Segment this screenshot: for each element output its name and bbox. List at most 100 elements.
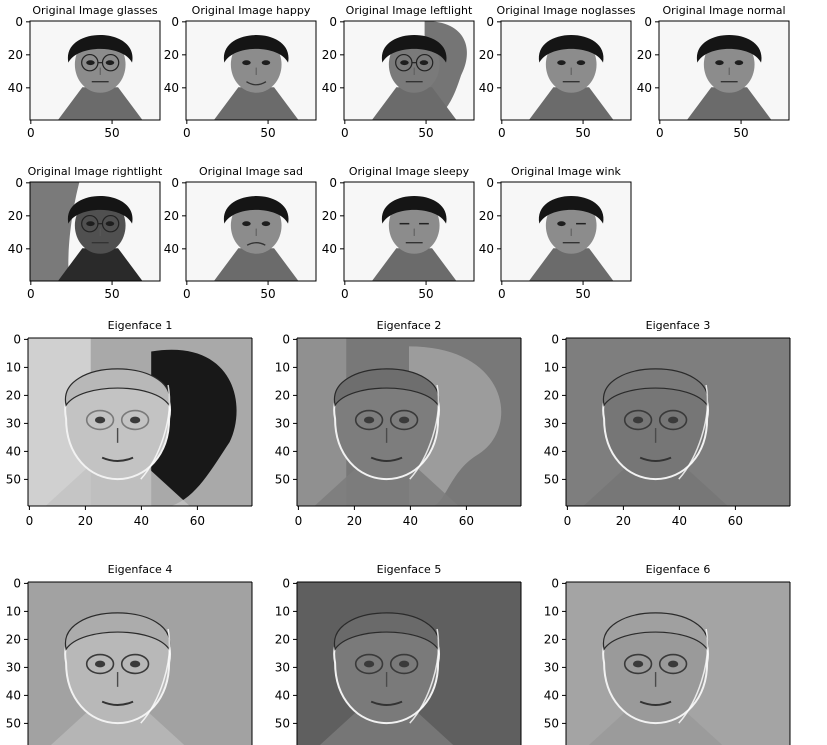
- original-xtick-label: 0: [27, 126, 35, 140]
- original-ytick-label: 40: [8, 242, 23, 256]
- original-ytick-label: 20: [479, 48, 494, 62]
- original-ytick-label: 20: [479, 209, 494, 223]
- eigenface-ytick-label: 50: [544, 716, 559, 730]
- original-xtick-label: 0: [498, 126, 506, 140]
- original-ytick-label: 0: [171, 15, 179, 29]
- original-ytick-label: 0: [329, 15, 337, 29]
- original-ytick-label: 0: [644, 15, 652, 29]
- panel-title: Original Image sleepy: [349, 165, 470, 178]
- original-image-panel: Original Image rightlight 0 20 40 0 50: [8, 165, 163, 301]
- eigenface-ytick-label: 0: [282, 576, 290, 590]
- original-xtick-label: 50: [104, 287, 119, 301]
- eigenface-ytick-label: 20: [544, 388, 559, 402]
- original-ytick-label: 0: [486, 176, 494, 190]
- eigenface-ytick-label: 50: [6, 716, 21, 730]
- eigenface-image: [566, 338, 790, 506]
- eigenface-image: [28, 582, 252, 745]
- original-ytick-label: 40: [164, 81, 179, 95]
- face-image: [186, 182, 316, 281]
- panel-title: Eigenface 4: [108, 563, 173, 576]
- eigenface-ytick-label: 40: [544, 688, 559, 702]
- original-ytick-label: 40: [8, 81, 23, 95]
- original-ytick-label: 40: [322, 81, 337, 95]
- eigenface-image: [28, 338, 252, 506]
- eigenface-ytick-label: 0: [551, 576, 559, 590]
- original-image-panel: Original Image glasses 0 20 40 0 50: [8, 4, 161, 140]
- eigenface-panel-1: Eigenface 1 0 10 20 30 40 50 0 20 40 60: [6, 319, 253, 528]
- eigenface-xtick-label: 0: [295, 514, 303, 528]
- original-xtick-label: 0: [27, 287, 35, 301]
- eigenface-ytick-label: 40: [544, 444, 559, 458]
- eigenface-ytick-label: 10: [544, 604, 559, 618]
- eigenface-ytick-label: 20: [6, 388, 21, 402]
- eigenface-xtick-label: 40: [672, 514, 687, 528]
- original-xtick-label: 0: [656, 126, 664, 140]
- eigenface-ytick-label: 30: [6, 416, 21, 430]
- original-ytick-label: 20: [164, 209, 179, 223]
- eigenface-xtick-label: 20: [616, 514, 631, 528]
- original-ytick-label: 40: [637, 81, 652, 95]
- eigenface-ytick-label: 30: [275, 416, 290, 430]
- face-image: [344, 21, 474, 120]
- face-image: [659, 21, 789, 120]
- original-xtick-label: 50: [575, 287, 590, 301]
- original-ytick-label: 40: [479, 81, 494, 95]
- original-image-panel: Original Image normal 0 20 40 0 50: [637, 4, 790, 140]
- original-ytick-label: 0: [15, 15, 23, 29]
- eigenface-ytick-label: 30: [275, 660, 290, 674]
- original-xtick-label: 50: [575, 126, 590, 140]
- panel-title: Original Image noglasses: [497, 4, 636, 17]
- eigenface-ytick-label: 40: [275, 444, 290, 458]
- original-xtick-label: 50: [733, 126, 748, 140]
- panel-title: Original Image wink: [511, 165, 622, 178]
- eigenface-xtick-label: 20: [347, 514, 362, 528]
- original-xtick-label: 0: [498, 287, 506, 301]
- eigenface-panel-3: Eigenface 3 0 10 20 30 40 50 0 20 40 60: [544, 319, 791, 528]
- eigenface-ytick-label: 0: [13, 576, 21, 590]
- original-xtick-label: 50: [260, 126, 275, 140]
- eigenface-ytick-label: 30: [544, 660, 559, 674]
- original-image-panel: Original Image sad 0 20 40 0 50: [164, 165, 317, 301]
- original-ytick-label: 20: [8, 48, 23, 62]
- panel-title: Original Image rightlight: [28, 165, 163, 178]
- original-ytick-label: 0: [171, 176, 179, 190]
- original-ytick-label: 40: [479, 242, 494, 256]
- eigenface-panel-6: Eigenface 6 0 10 20 30 40 50: [544, 563, 791, 745]
- panel-title: Original Image happy: [192, 4, 311, 17]
- eigenface-panel-4: Eigenface 4 0 10 20 30 40 50: [6, 563, 253, 745]
- original-image-panel: Original Image happy 0 20 40 0 50: [164, 4, 317, 140]
- face-image: [186, 21, 316, 120]
- eigenface-ytick-label: 50: [275, 472, 290, 486]
- eigenface-ytick-label: 30: [6, 660, 21, 674]
- eigenface-ytick-label: 40: [6, 444, 21, 458]
- eigenface-xtick-label: 40: [134, 514, 149, 528]
- original-xtick-label: 0: [341, 287, 349, 301]
- original-ytick-label: 20: [8, 209, 23, 223]
- original-ytick-label: 20: [164, 48, 179, 62]
- eigenface-xtick-label: 20: [78, 514, 93, 528]
- original-image-panel: Original Image leftlight 0 20 40 0 50: [322, 4, 475, 140]
- eigenface-ytick-label: 10: [6, 604, 21, 618]
- original-image-panel: Original Image wink 0 20 40 0 50: [479, 165, 632, 301]
- original-xtick-label: 50: [104, 126, 119, 140]
- eigenface-xtick-label: 60: [728, 514, 743, 528]
- panel-title: Eigenface 2: [377, 319, 442, 332]
- eigenface-ytick-label: 20: [275, 388, 290, 402]
- original-xtick-label: 0: [341, 126, 349, 140]
- eigenface-xtick-label: 0: [26, 514, 34, 528]
- original-xtick-label: 50: [418, 287, 433, 301]
- eigenface-ytick-label: 50: [275, 716, 290, 730]
- original-ytick-label: 0: [15, 176, 23, 190]
- eigenface-ytick-label: 0: [282, 332, 290, 346]
- eigenface-panel-2: Eigenface 2 0 10 20 30 40 50 0 20 40 60: [275, 319, 522, 528]
- eigenface-ytick-label: 40: [275, 688, 290, 702]
- original-ytick-label: 40: [164, 242, 179, 256]
- panel-title: Original Image sad: [199, 165, 303, 178]
- original-ytick-label: 20: [322, 48, 337, 62]
- original-ytick-label: 20: [322, 209, 337, 223]
- original-ytick-label: 0: [486, 15, 494, 29]
- eigenface-ytick-label: 10: [275, 604, 290, 618]
- panel-title: Original Image leftlight: [346, 4, 473, 17]
- eigenface-ytick-label: 10: [544, 360, 559, 374]
